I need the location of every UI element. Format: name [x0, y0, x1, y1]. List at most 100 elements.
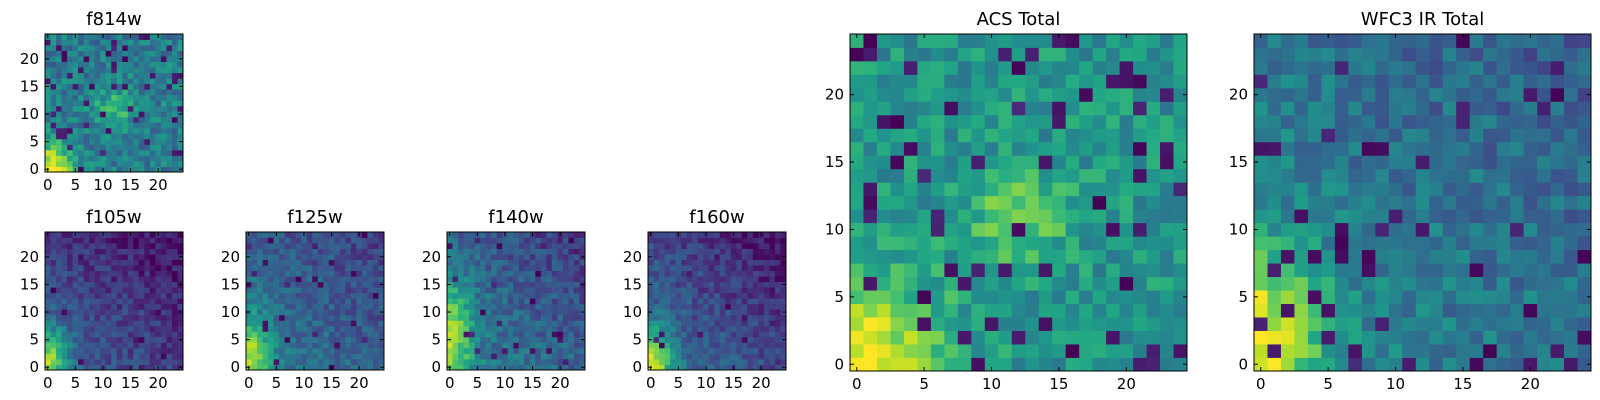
heatmap-cell [447, 248, 453, 255]
heatmap-cell [171, 243, 178, 249]
heatmap-cell [89, 67, 96, 74]
heatmap-cell [447, 342, 453, 349]
heatmap-cell [463, 353, 470, 360]
heatmap-cell [1348, 276, 1363, 291]
heatmap-cell [301, 276, 308, 283]
heatmap-cell [1173, 155, 1188, 170]
heatmap-cell [1092, 303, 1107, 318]
heatmap-cell [160, 270, 167, 277]
heatmap-cell [681, 298, 688, 305]
heatmap-cell [863, 101, 878, 116]
heatmap-cell [166, 105, 173, 112]
heatmap-cell [89, 270, 96, 277]
heatmap-cell [306, 237, 313, 244]
heatmap-cell [111, 155, 118, 162]
heatmap-cell [100, 144, 107, 151]
heatmap-cell [1537, 357, 1551, 372]
heatmap-cell [1280, 128, 1295, 143]
heatmap-cell [535, 309, 542, 316]
heatmap-cell [61, 353, 68, 360]
heatmap-cell [378, 248, 385, 255]
heatmap-cell [116, 78, 123, 85]
heatmap-cell [149, 347, 156, 354]
heatmap-cell [50, 353, 57, 360]
heatmap-cell [579, 298, 586, 305]
heatmap-cell [725, 254, 732, 260]
heatmap-cell [1510, 222, 1524, 237]
heatmap-cell [67, 138, 73, 145]
heatmap-cell [1025, 317, 1040, 331]
heatmap-cell [763, 320, 770, 327]
heatmap-cell [452, 336, 459, 343]
heatmap-cell [378, 325, 385, 332]
heatmap-cell [648, 276, 654, 283]
heatmap-cell [496, 353, 503, 360]
heatmap-cell [78, 347, 85, 354]
heatmap-cell [1065, 344, 1080, 358]
heatmap-cell [1375, 60, 1390, 75]
heatmap-cell [350, 325, 357, 332]
heatmap-cell [562, 314, 569, 321]
heatmap-cell [670, 248, 676, 255]
heatmap-cell [1510, 236, 1524, 251]
heatmap-cell [697, 342, 704, 349]
heatmap-cell [513, 281, 520, 288]
heatmap-cell [513, 320, 520, 327]
heatmap-cell [551, 237, 558, 244]
heatmap-cell [769, 325, 776, 332]
heatmap-cell [452, 259, 459, 266]
heatmap-cell [1334, 182, 1349, 197]
heatmap-cell [518, 232, 525, 238]
heatmap-cell [268, 259, 274, 266]
heatmap-cell [557, 259, 564, 266]
heatmap-cell [361, 320, 368, 327]
heatmap-cell [1348, 60, 1363, 75]
heatmap-cell [160, 94, 167, 101]
heatmap-cell [94, 248, 101, 255]
heatmap-cell [1065, 236, 1080, 251]
heatmap-cell [491, 243, 498, 249]
heatmap-cell [312, 320, 319, 327]
heatmap-cell [50, 138, 57, 145]
heatmap-cell [984, 249, 999, 264]
heatmap-cell [708, 232, 715, 238]
heatmap-cell [1294, 114, 1309, 129]
heatmap-cell [653, 265, 660, 272]
heatmap-cell [1160, 209, 1174, 224]
heatmap-cell [317, 292, 324, 299]
heatmap-cell [1321, 87, 1336, 102]
heatmap-cell [1307, 128, 1322, 143]
heatmap-cell [863, 222, 878, 237]
heatmap-cell [1038, 87, 1053, 102]
heatmap-cell [1415, 101, 1430, 116]
x-tick-label: 15 [1453, 375, 1472, 393]
heatmap-cell [50, 149, 57, 156]
heatmap-cell [518, 248, 525, 255]
heatmap-cell [1442, 236, 1457, 251]
heatmap-cell [769, 243, 776, 249]
heatmap-cell [1321, 357, 1336, 372]
heatmap-cell [725, 243, 732, 249]
heatmap-cell [56, 320, 62, 327]
heatmap-cell [1052, 330, 1067, 345]
heatmap-cell [747, 358, 754, 365]
heatmap-cell [171, 259, 178, 266]
heatmap-cell [251, 237, 258, 244]
heatmap-cell [67, 303, 73, 310]
heatmap-cell [741, 298, 748, 305]
heatmap-cell [273, 320, 280, 327]
heatmap-cell [769, 303, 776, 310]
heatmap-cell [83, 83, 90, 90]
heatmap-cell [725, 292, 732, 299]
heatmap-cell [670, 243, 676, 249]
heatmap-cell [546, 331, 553, 338]
heatmap-cell [262, 254, 269, 260]
heatmap-cell [686, 347, 693, 354]
heatmap-cell [144, 320, 151, 327]
heatmap-cell [452, 254, 459, 260]
heatmap-cell [45, 94, 51, 101]
heatmap-cell [1577, 222, 1592, 237]
heatmap-cell [1334, 236, 1349, 251]
heatmap-cell [1334, 128, 1349, 143]
y-tick-label: 20 [221, 248, 240, 266]
